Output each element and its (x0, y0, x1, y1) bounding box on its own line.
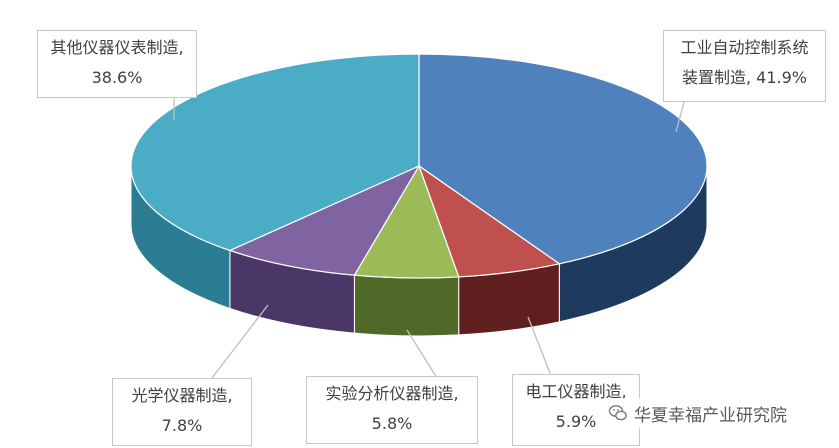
leader-line-1 (527, 316, 553, 379)
data-label-value: 5.8% (371, 414, 413, 433)
data-label-name: 电工仪器制造, (525, 382, 627, 401)
data-label-name: 工业自动控制系统 (680, 38, 809, 57)
data-label-value: 5.9% (555, 412, 597, 431)
wechat-icon (608, 405, 627, 421)
data-label-3: 光学仪器制造, 7.8% (112, 378, 252, 446)
pie-tops (130, 53, 708, 279)
data-label-value: 装置制造, 41.9% (681, 68, 807, 87)
data-label-0: 工业自动控制系统 装置制造, 41.9% (663, 30, 826, 102)
data-label-name: 光学仪器制造, (131, 386, 233, 405)
data-label-name: 其他仪器仪表制造, (50, 38, 184, 57)
leader-line-2 (406, 329, 438, 379)
watermark-text: 华夏幸福产业研究院 (634, 405, 787, 426)
slice-side-2 (353, 274, 460, 337)
slice-0 (418, 53, 708, 265)
data-label-4: 其他仪器仪表制造, 38.6% (37, 30, 197, 98)
slice-3 (228, 164, 421, 276)
watermark: 华夏幸福产业研究院 (608, 398, 787, 428)
pie-sides (130, 165, 708, 337)
data-label-value: 7.8% (161, 416, 203, 435)
slice-4 (130, 53, 420, 252)
leader-line-3 (211, 304, 269, 379)
leader-lines (173, 98, 685, 379)
data-label-2: 实验分析仪器制造, 5.8% (306, 376, 478, 444)
data-label-value: 38.6% (91, 68, 143, 87)
leader-line-0 (675, 101, 685, 133)
data-label-name: 实验分析仪器制造, (325, 384, 459, 403)
